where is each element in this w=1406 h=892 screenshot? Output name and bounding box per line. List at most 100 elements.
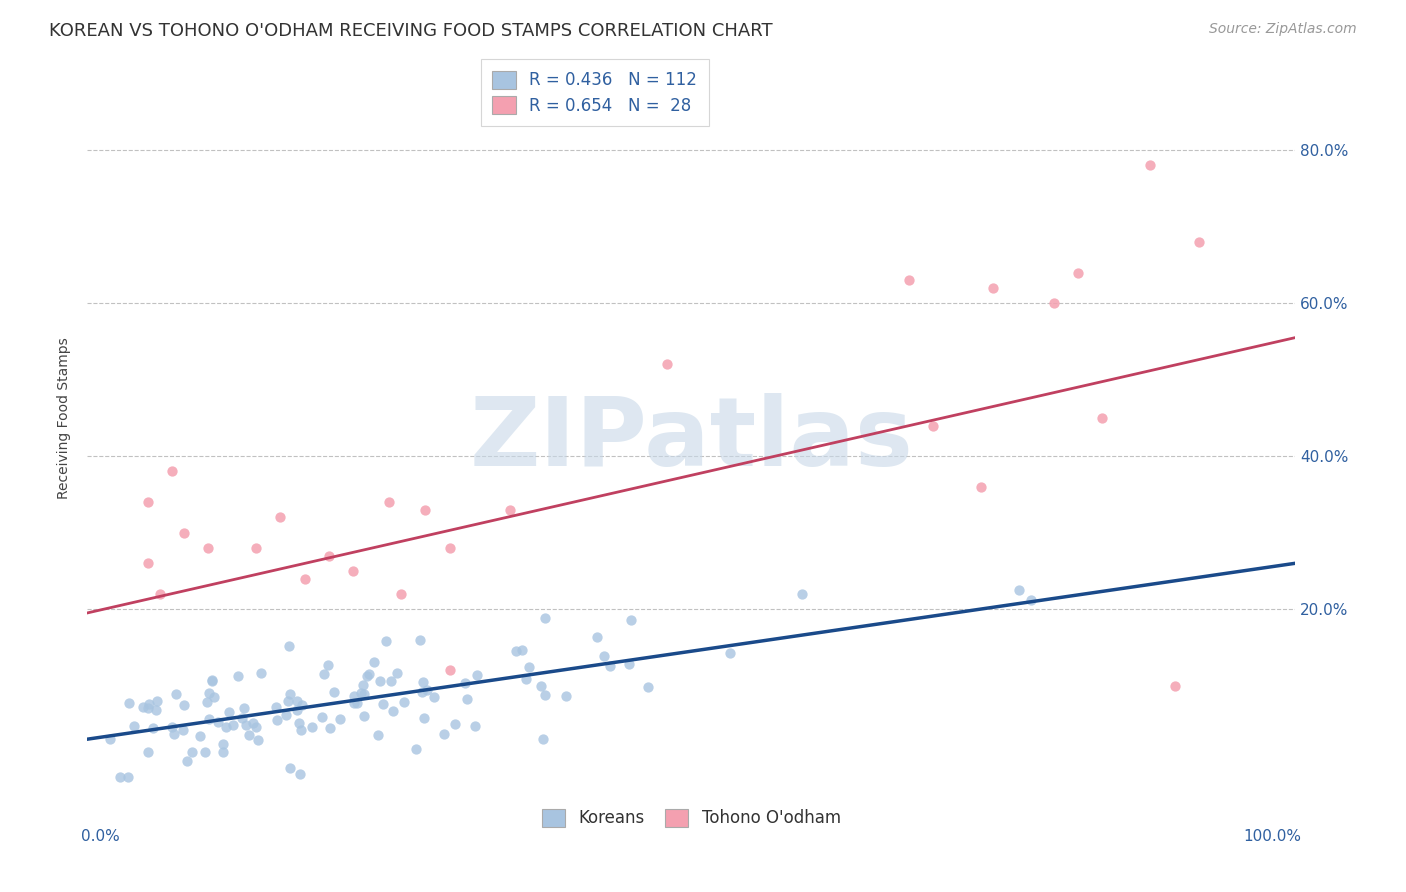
Point [277,694,299,708]
Point [222,718,245,732]
Point [136,700,159,714]
Point [285,694,308,708]
Point [288,767,311,781]
Point [531,731,554,746]
Point [515,672,537,686]
Point [353,709,375,723]
Point [207,715,229,730]
Point [371,697,394,711]
Legend: Koreans, Tohono O'odham: Koreans, Tohono O'odham [534,800,849,836]
Point [232,700,254,714]
Point [242,716,264,731]
Point [142,722,165,736]
Point [312,666,335,681]
Point [443,717,465,731]
Text: 100.0%: 100.0% [1243,830,1302,844]
Point [98,731,121,746]
Point [454,676,477,690]
Point [146,694,169,708]
Point [530,679,553,693]
Point [136,495,159,509]
Point [517,659,540,673]
Point [465,668,488,682]
Point [301,720,323,734]
Point [172,723,194,738]
Point [555,689,578,703]
Point [290,723,312,737]
Point [316,658,339,673]
Point [385,665,408,680]
Point [278,687,301,701]
Text: 0.0%: 0.0% [82,830,120,844]
Point [1067,266,1090,280]
Point [231,711,253,725]
Point [323,685,346,699]
Point [922,418,945,433]
Point [983,281,1005,295]
Point [353,686,375,700]
Point [195,695,218,709]
Point [163,727,186,741]
Point [342,564,364,578]
Point [350,686,373,700]
Point [718,646,741,660]
Point [423,690,446,705]
Point [291,698,314,712]
Y-axis label: Receiving Food Stamps: Receiving Food Stamps [58,337,72,499]
Point [173,698,195,712]
Point [412,675,434,690]
Point [226,669,249,683]
Point [415,502,437,516]
Point [439,664,461,678]
Point [1021,593,1043,607]
Point [188,729,211,743]
Point [411,685,433,699]
Point [363,655,385,669]
Point [202,690,225,705]
Point [380,674,402,689]
Point [389,587,412,601]
Point [374,633,396,648]
Point [149,587,172,601]
Point [245,719,267,733]
Point [138,698,160,712]
Point [505,643,527,657]
Point [132,700,155,714]
Point [277,640,299,654]
Point [394,695,416,709]
Point [1139,158,1161,172]
Point [201,674,224,689]
Point [352,678,374,692]
Point [319,721,342,735]
Point [620,614,643,628]
Point [439,541,461,555]
Point [405,742,427,756]
Point [118,696,141,710]
Point [160,465,183,479]
Point [180,745,202,759]
Point [617,657,640,671]
Point [218,705,240,719]
Point [367,728,389,742]
Point [343,696,366,710]
Point [593,648,616,663]
Text: KOREAN VS TOHONO O'ODHAM RECEIVING FOOD STAMPS CORRELATION CHART: KOREAN VS TOHONO O'ODHAM RECEIVING FOOD … [49,22,773,40]
Point [194,745,217,759]
Point [136,556,159,570]
Point [970,480,993,494]
Point [212,745,235,759]
Point [499,502,522,516]
Point [173,525,195,540]
Point [246,733,269,747]
Point [318,549,340,563]
Point [433,726,456,740]
Point [212,737,235,751]
Point [356,668,378,682]
Point [412,710,434,724]
Point [215,720,238,734]
Point [176,754,198,768]
Point [201,673,224,688]
Point [637,680,659,694]
Point [274,708,297,723]
Point [249,666,271,681]
